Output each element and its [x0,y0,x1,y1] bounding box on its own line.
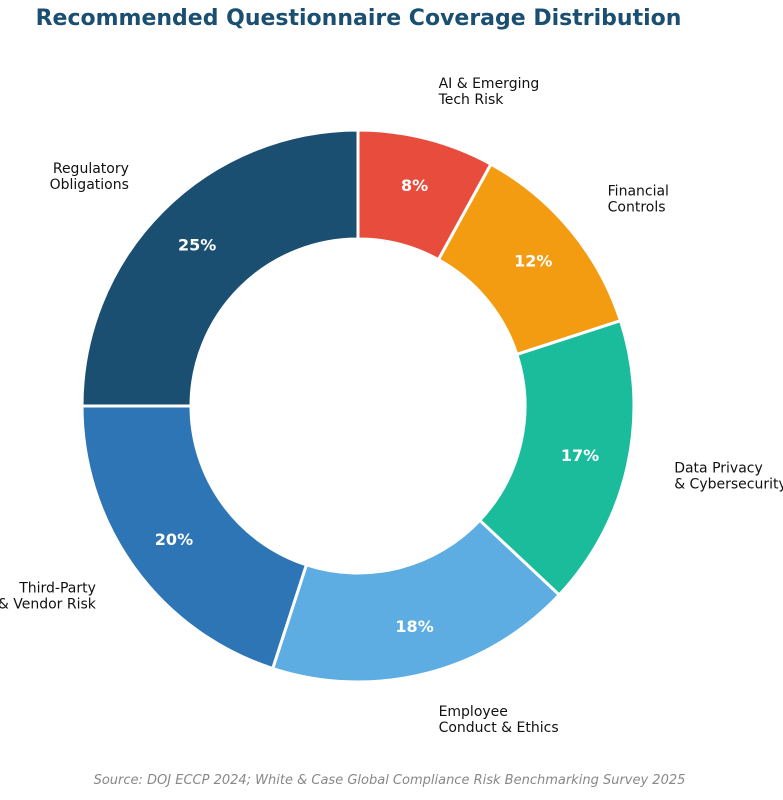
slice-4-category-label: Third-Party & Vendor Risk [0,580,97,612]
slice-2 [477,318,636,598]
slice-0-percent-label: 8% [401,176,428,195]
slice-4-percent-label: 20% [155,530,193,549]
chart-title: Recommended Questionnaire Coverage Distr… [35,6,682,31]
slice-3-percent-label: 18% [395,617,433,636]
slice-4 [80,404,309,671]
slice-5-percent-label: 25% [178,236,216,255]
slice-2-percent-label: 17% [561,446,599,465]
slice-3 [270,518,562,684]
slice-5-category-label: Regulatory Obligations [50,161,129,193]
slice-0-category-label: AI & Emerging Tech Risk [438,76,540,108]
slice-1-percent-label: 12% [514,251,552,270]
slice-1-category-label: Financial Controls [608,183,669,215]
slice-3-category-label: Employee Conduct & Ethics [439,704,559,736]
slice-2-category-label: Data Privacy & Cybersecurity [674,461,783,493]
source-note: Source: DOJ ECCP 2024; White & Case Glob… [93,773,686,788]
slice-5 [80,128,360,408]
